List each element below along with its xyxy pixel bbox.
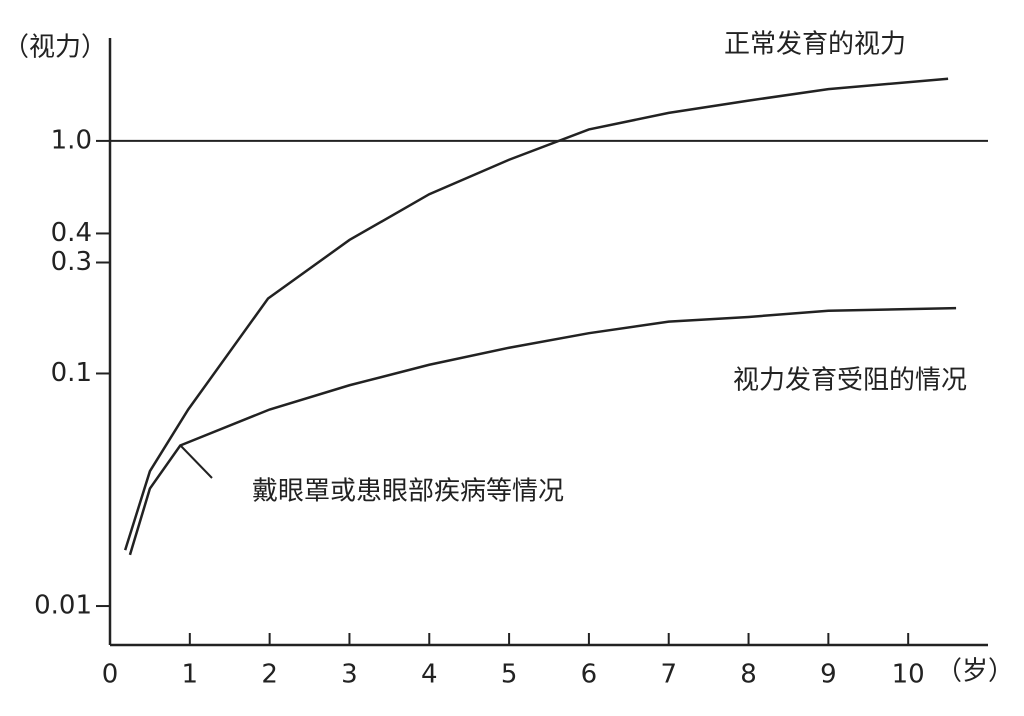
- legend-label: 正常发育的视力: [724, 30, 906, 60]
- y-tick-label: 0.3: [51, 247, 92, 277]
- x-tick-label: 7: [660, 660, 677, 690]
- x-axis-label: （岁）: [936, 657, 1014, 687]
- x-tick-label: 3: [341, 660, 358, 690]
- series-line: [128, 306, 957, 556]
- y-tick-label: 0.1: [51, 358, 92, 388]
- x-tick-label: 8: [740, 660, 757, 690]
- y-tick-label: 1.0: [51, 125, 92, 155]
- x-tick-label: 1: [182, 660, 199, 690]
- x-tick-label: 5: [501, 660, 518, 690]
- leader-line: [179, 444, 213, 479]
- y-tick-label: 0.01: [34, 591, 92, 621]
- x-tick-label: 6: [581, 660, 598, 690]
- annotation: 戴眼罩或患眼部疾病等情况: [252, 477, 564, 507]
- y-tick-label: 0.4: [51, 218, 92, 248]
- x-tick-label: 10: [892, 660, 925, 690]
- y-axis-label: （视力）: [3, 33, 107, 63]
- x-tick-label: 0: [102, 660, 119, 690]
- x-tick-label: 9: [820, 660, 837, 690]
- x-tick-label: 2: [261, 660, 278, 690]
- legend-label: 视力发育受阻的情况: [733, 366, 967, 396]
- x-tick-label: 4: [421, 660, 438, 690]
- series-line: [123, 77, 949, 551]
